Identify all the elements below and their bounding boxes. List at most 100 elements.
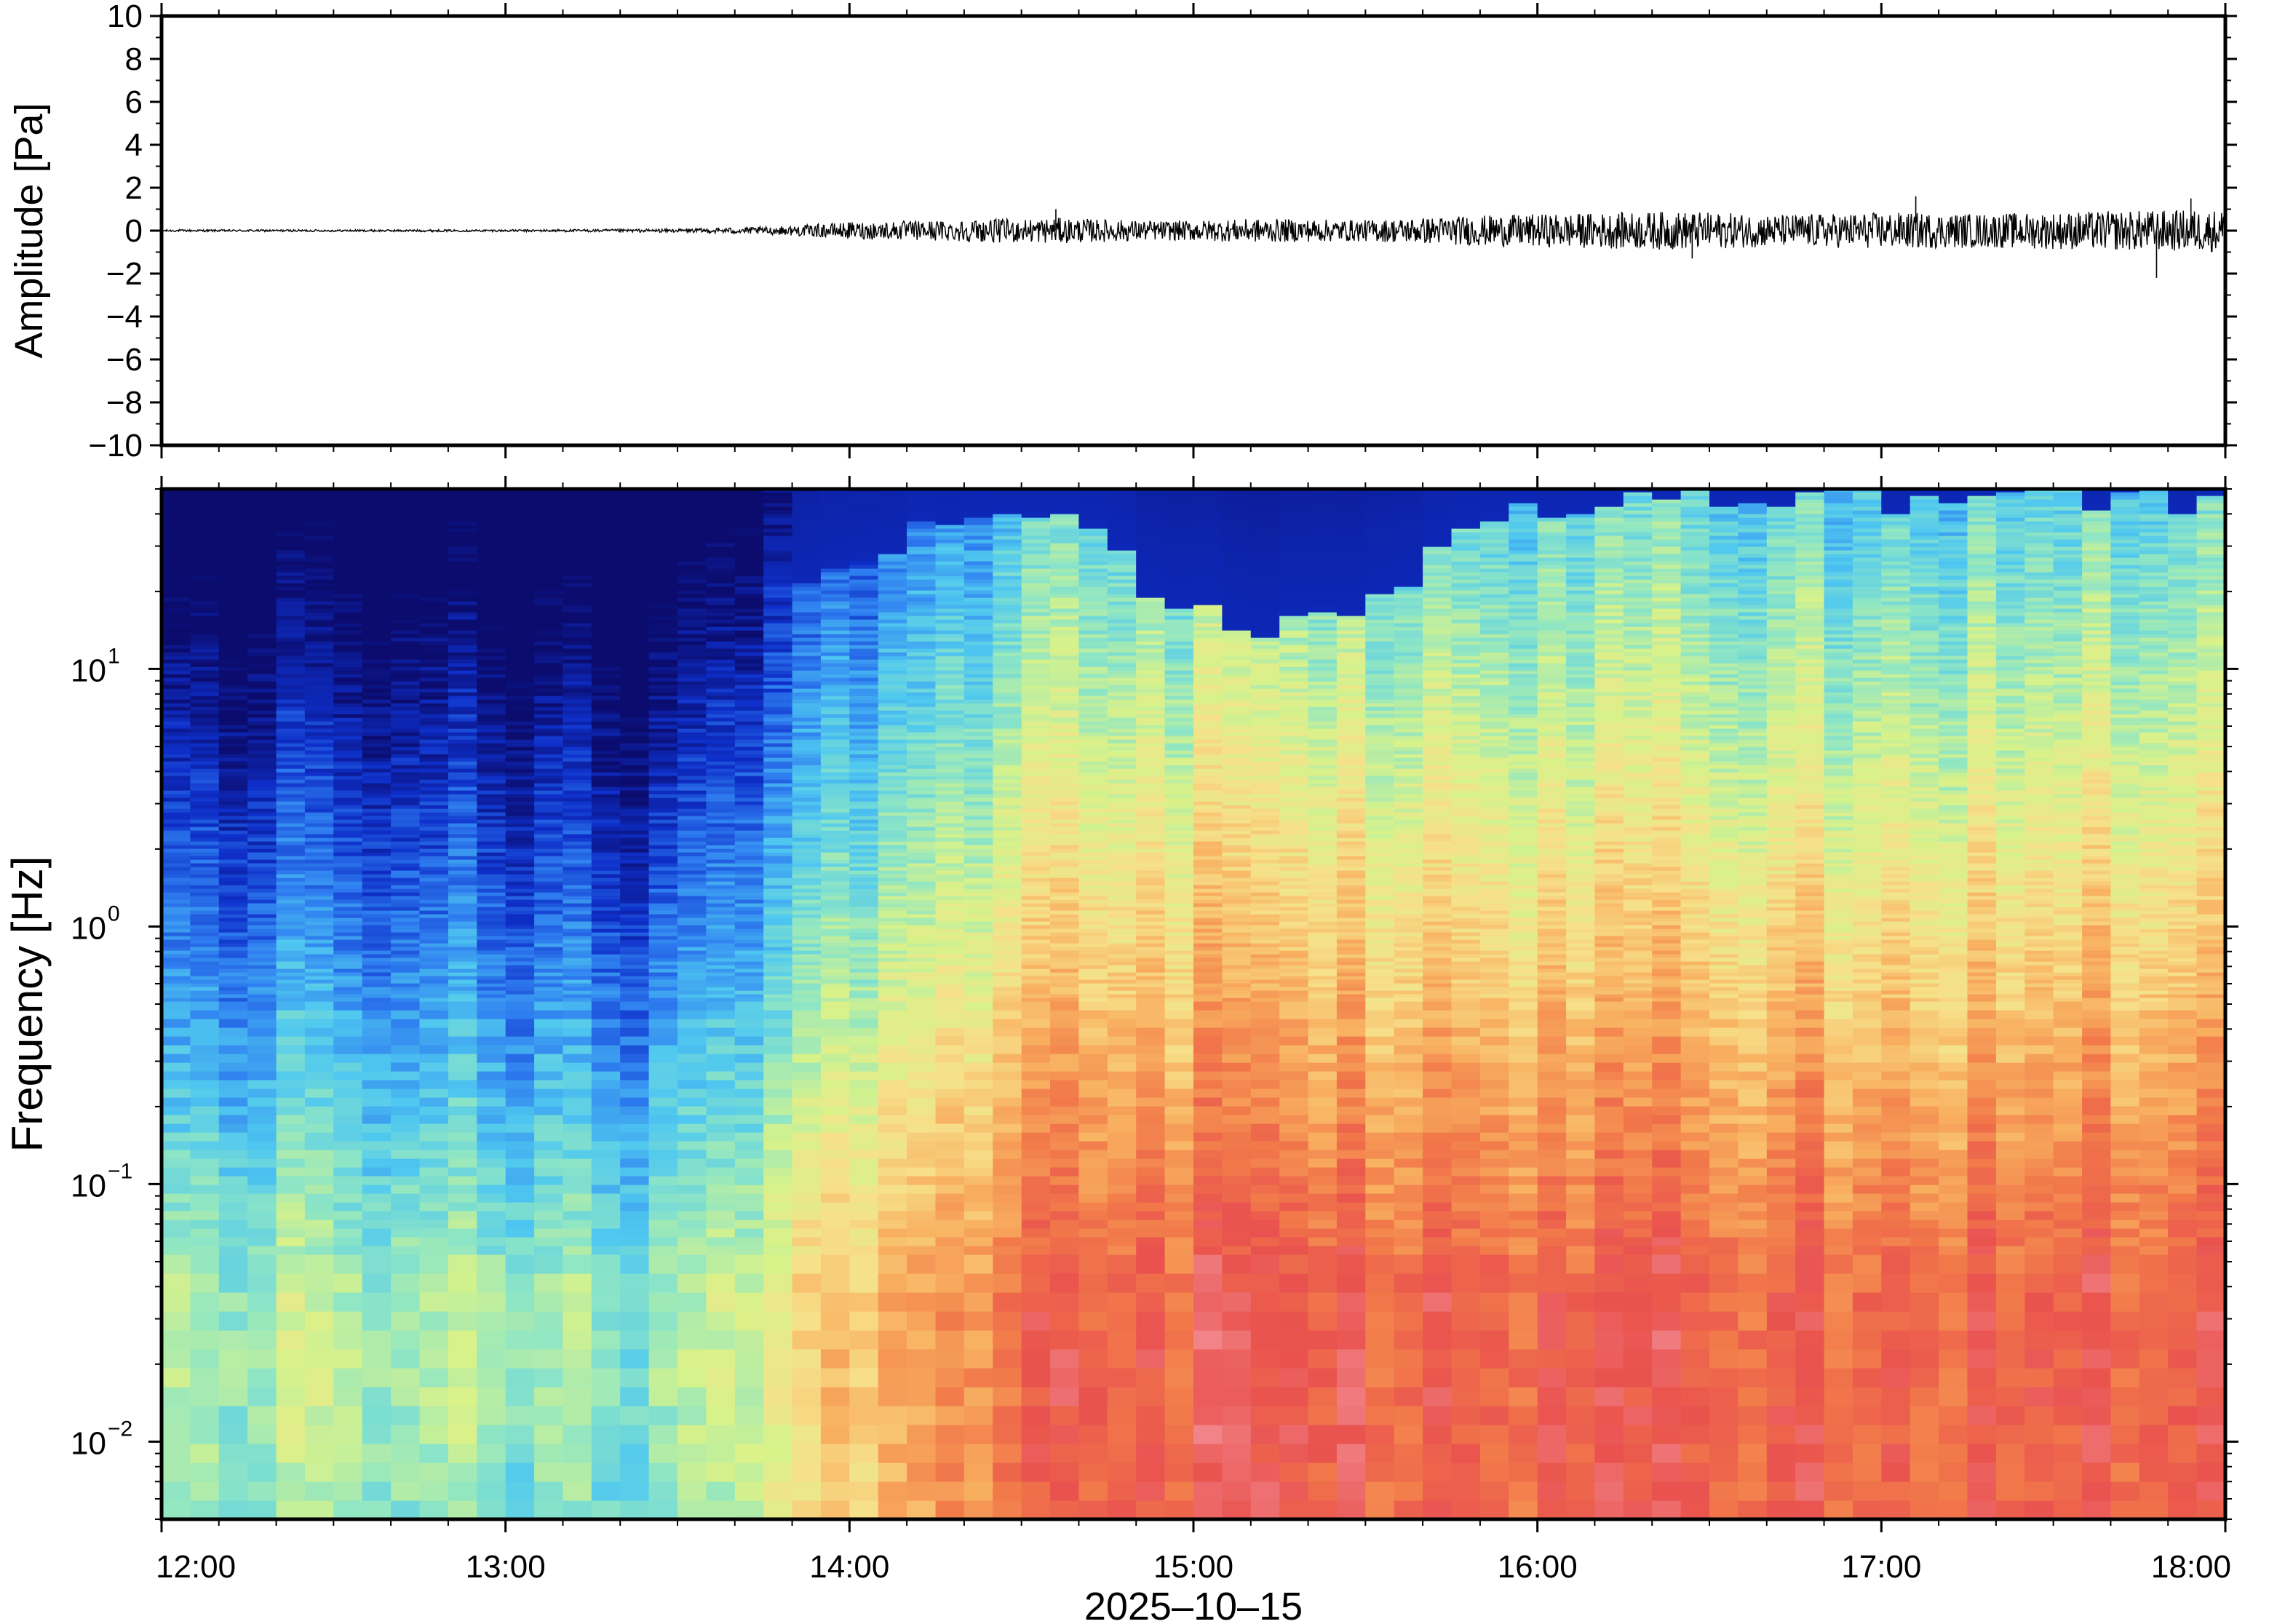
spectrogram-cell [563, 757, 592, 762]
spectrogram-cell [849, 736, 879, 740]
spectrogram-cell [419, 714, 449, 718]
spectrogram-cell [878, 612, 907, 616]
spectrogram-cell [849, 608, 879, 613]
spectrogram-cell [677, 586, 707, 591]
spectrogram-cell [477, 903, 506, 907]
spectrogram-cell [419, 550, 449, 554]
spectrogram-cell [247, 565, 277, 569]
spectrogram-cell [448, 583, 478, 587]
spectrogram-cell [333, 979, 363, 984]
spectrogram-cell [706, 1132, 736, 1142]
spectrogram-cell [677, 1158, 707, 1168]
spectrogram-cell [648, 1330, 678, 1350]
spectrogram-cell [419, 717, 449, 722]
spectrogram-cell [677, 772, 707, 776]
spectrogram-cell [563, 506, 592, 511]
spectrogram-cell [391, 634, 421, 638]
spectrogram-cell [620, 983, 650, 987]
spectrogram-cell [276, 1462, 306, 1482]
spectrogram-cell [333, 688, 363, 693]
spectrogram-cell [391, 1228, 421, 1238]
spectrogram-cell [362, 859, 392, 864]
spectrogram-cell [677, 961, 707, 966]
spectrogram-cell [907, 1185, 937, 1194]
spectrogram-cell [706, 783, 736, 787]
spectrogram-cell [820, 623, 851, 627]
spectrogram-cell [304, 1193, 335, 1203]
spectrogram-cell [792, 1237, 822, 1246]
spectrogram-cell [534, 863, 564, 867]
spectrogram-cell [849, 619, 879, 624]
spectrogram-cell [534, 1202, 564, 1211]
spectrogram-cell [448, 1193, 478, 1203]
spectrogram-cell [190, 979, 220, 984]
spectrogram-cell [247, 586, 277, 591]
spectrogram-cell [763, 1349, 793, 1369]
spectrogram-cell [849, 1292, 879, 1312]
spectrogram-cell [162, 965, 191, 969]
spectrogram-cell [849, 554, 879, 558]
spectrogram-cell [391, 1080, 421, 1089]
spectrogram-cell [907, 914, 937, 918]
spectrogram-cell [505, 528, 535, 533]
spectrogram-cell [820, 958, 851, 962]
spectrogram-cell [907, 1237, 937, 1246]
spectrogram-cell [907, 1123, 937, 1133]
spectrogram-cell [448, 987, 478, 991]
spectrogram-cell [792, 630, 822, 634]
spectrogram-cell [247, 805, 277, 809]
spectrogram-cell [448, 1311, 478, 1331]
spectrogram-cell [734, 823, 764, 827]
spectrogram-cell [190, 623, 220, 627]
spectrogram-cell [763, 601, 793, 605]
spectrogram-cell [391, 1106, 421, 1115]
spectrogram-cell [419, 859, 449, 864]
spectrogram-cell [391, 1062, 421, 1072]
spectrogram-cell [878, 754, 907, 758]
spectrogram-cell [218, 648, 248, 653]
spectrogram-cell [734, 1330, 764, 1350]
spectrogram-cell [620, 648, 650, 653]
spectrogram-cell [734, 841, 764, 845]
spectrogram-cell [419, 761, 449, 765]
spectrogram-cell [190, 546, 220, 551]
spectrogram-cell [591, 1500, 621, 1519]
spectrogram-cell [878, 1481, 907, 1501]
spectrogram-cell [878, 666, 907, 671]
spectrogram-cell [620, 874, 650, 878]
spectrogram-cell [477, 1167, 506, 1177]
spectrogram-cell [276, 579, 306, 584]
spectrogram-cell [190, 1132, 220, 1142]
spectrogram-cell [734, 954, 764, 958]
spectrogram-cell [620, 506, 650, 511]
spectrogram-cell [477, 907, 506, 911]
spectrogram-cell [677, 1193, 707, 1203]
spectrogram-cell [563, 517, 592, 522]
spectrogram-cell [247, 1387, 277, 1406]
spectrogram-cell [849, 499, 879, 503]
spectrogram-cell [706, 961, 736, 966]
spectrogram-cell [391, 776, 421, 780]
spectrogram-cell [218, 1237, 248, 1246]
spectrogram-cell [677, 805, 707, 809]
spectrogram-cell [477, 641, 506, 645]
spectrogram-cell [391, 714, 421, 718]
spectrogram-cell [247, 834, 277, 838]
spectrogram-cell [162, 1019, 191, 1028]
spectrogram-cell [677, 681, 707, 685]
spectrogram-cell [534, 856, 564, 860]
spectrogram-cell [820, 1150, 851, 1159]
spectrogram-cell [304, 670, 335, 674]
spectrogram-cell [563, 565, 592, 569]
spectrogram-cell [878, 1219, 907, 1229]
spectrogram-cell [620, 1019, 650, 1028]
spectrogram-cell [620, 794, 650, 798]
spectrogram-cell [477, 1425, 506, 1444]
spectrogram-cell [763, 947, 793, 951]
spectrogram-cell [391, 874, 421, 878]
spectrogram-cell [878, 936, 907, 940]
spectrogram-cell [190, 645, 220, 649]
spectrogram-cell [247, 1237, 277, 1246]
spectrogram-cell [878, 590, 907, 594]
spectrogram-cell [391, 1425, 421, 1444]
